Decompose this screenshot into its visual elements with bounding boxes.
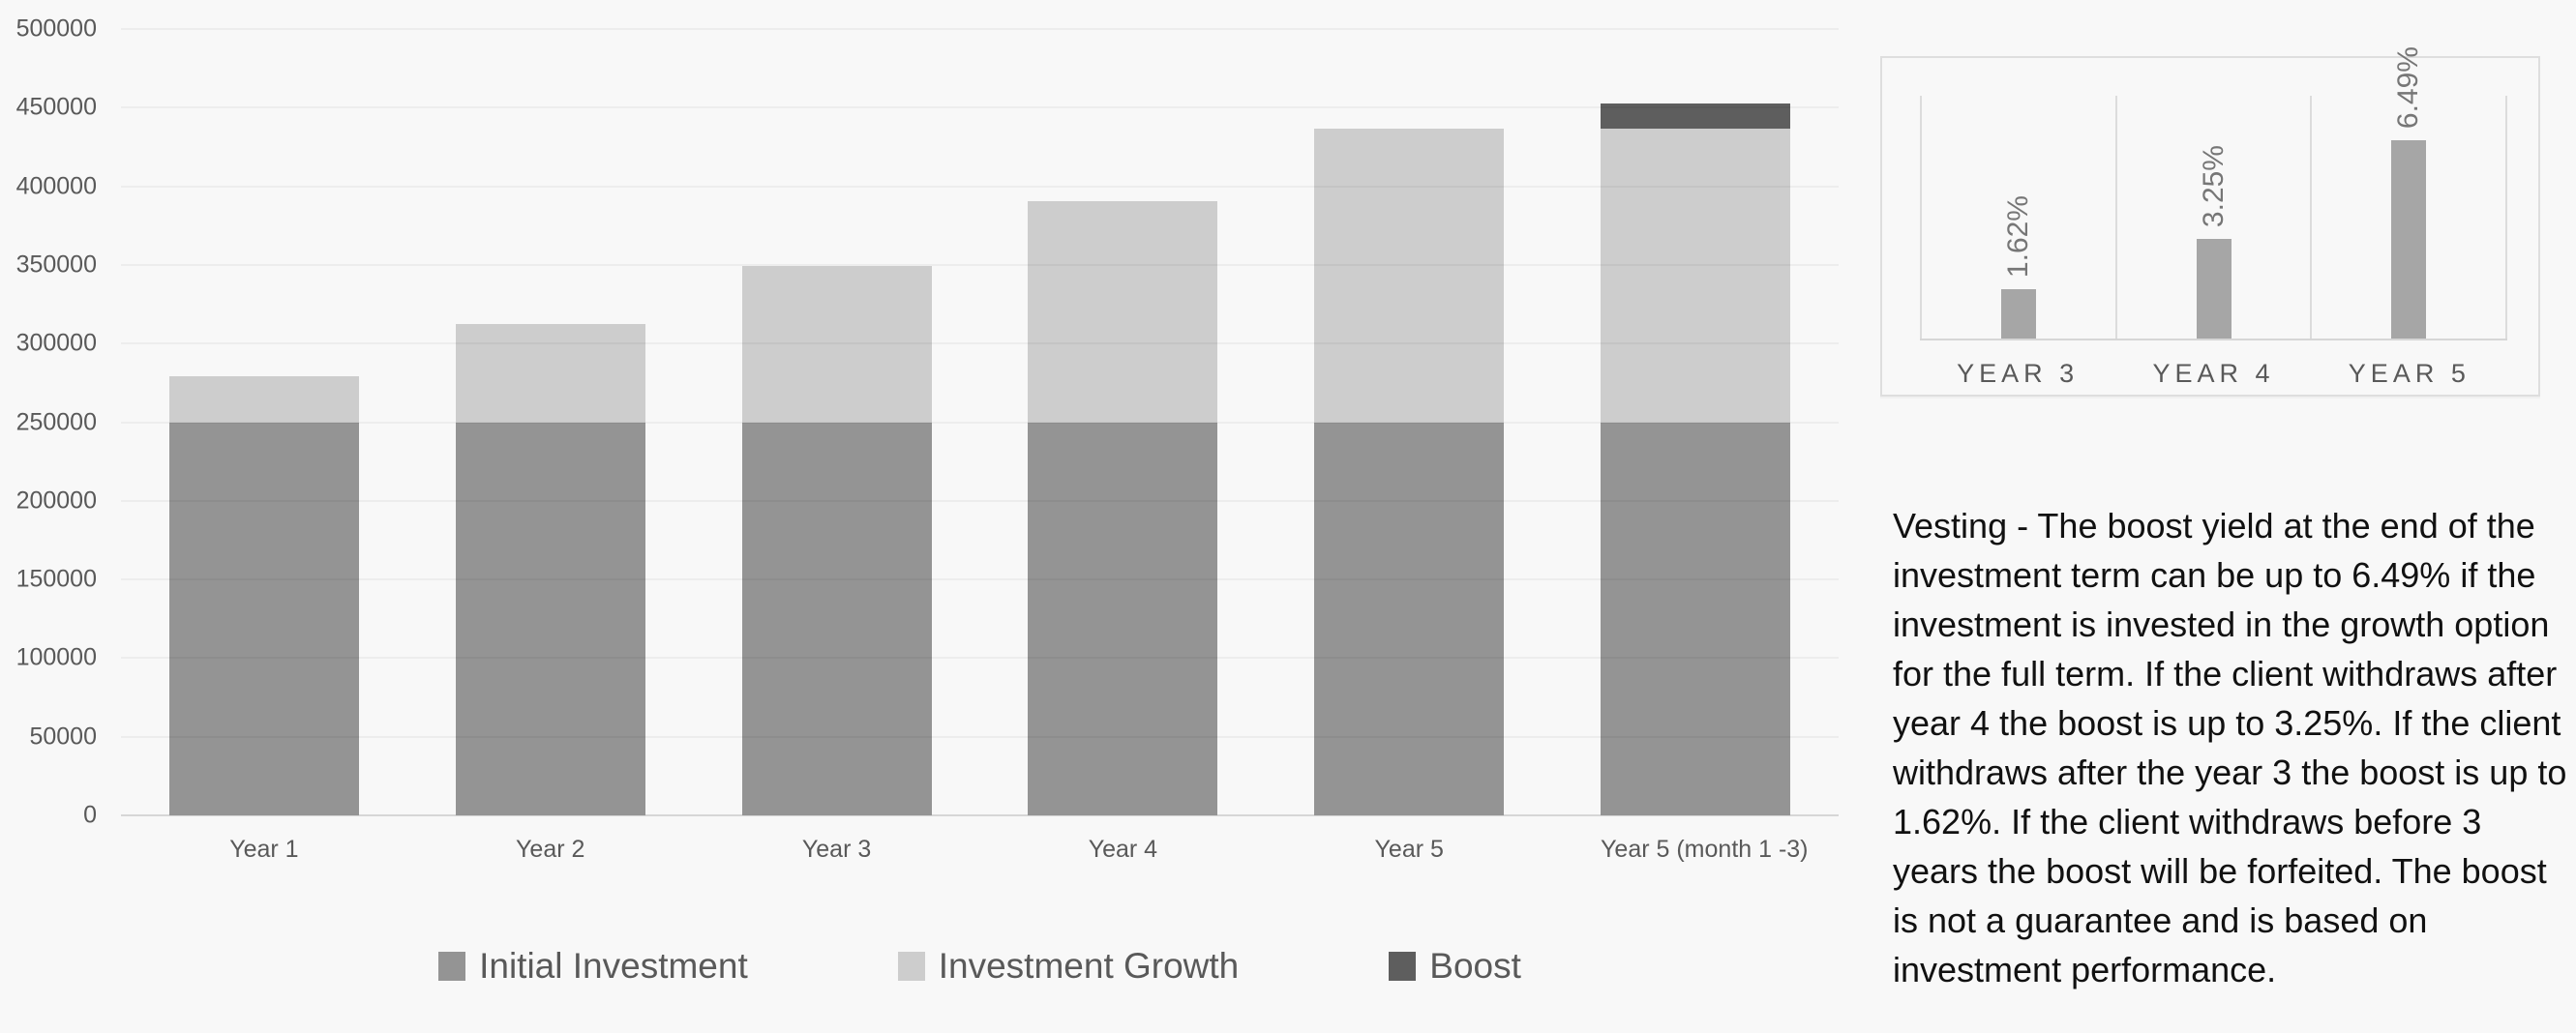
legend-item-boost: Boost — [1389, 946, 1521, 987]
mini-data-label-year-5: 6.49% — [2392, 45, 2425, 129]
x-axis-label-year-3: Year 3 — [801, 836, 872, 863]
segment-investment-growth — [1028, 201, 1218, 423]
legend: Initial Investment Investment Growth Boost — [121, 946, 1839, 987]
gridline-350000 — [121, 263, 1839, 266]
mini-data-label-year-3: 1.62% — [2001, 194, 2034, 278]
mini-category-label-year-5: YEAR 5 — [2348, 359, 2471, 388]
legend-item-investment-growth: Investment Growth — [897, 946, 1240, 987]
legend-swatch-investment-growth — [897, 952, 925, 981]
segment-initial-investment — [1028, 422, 1218, 815]
y-tick-label-0: 0 — [83, 801, 97, 829]
gridline-500000 — [121, 28, 1839, 30]
segment-initial-investment — [168, 422, 359, 815]
x-axis-labels: Year 1 Year 2 Year 3 Year 4 Year 5 Year 5 (mo… — [121, 836, 1839, 864]
mini-panel-year-3: 1.62% — [1920, 96, 2115, 339]
legend-item-initial-investment: Initial Investment — [438, 946, 748, 987]
y-tick-label-350000: 350000 — [15, 251, 97, 279]
segment-initial-investment — [455, 422, 645, 815]
segment-investment-growth — [1314, 129, 1505, 423]
gridline-150000 — [121, 578, 1839, 581]
segment-investment-growth — [741, 266, 932, 423]
mini-data-label-year-4: 3.25% — [2197, 144, 2230, 227]
y-tick-label-450000: 450000 — [15, 93, 97, 121]
legend-swatch-initial-investment — [438, 952, 466, 981]
x-axis-line — [121, 814, 1839, 816]
x-axis-label-year-4: Year 4 — [1088, 836, 1158, 863]
segment-investment-growth — [1601, 129, 1791, 423]
bar-year-5-month-1-3 — [1601, 103, 1791, 815]
x-axis-label-year-1: Year 1 — [229, 836, 299, 863]
main-plot-area — [121, 28, 1839, 816]
mini-panel-year-4: 3.25% — [2114, 96, 2311, 339]
mini-category-labels: YEAR 3 YEAR 4 YEAR 5 — [1920, 359, 2507, 389]
segment-investment-growth — [455, 323, 645, 423]
segment-boost — [1601, 103, 1791, 130]
bar-year-2 — [455, 323, 645, 815]
y-tick-label-50000: 50000 — [29, 723, 97, 751]
x-axis-label-year-5-month-1-3: Year 5 (month 1 -3) — [1601, 836, 1809, 863]
mini-category-label-year-3: YEAR 3 — [1957, 359, 2080, 388]
bars-container — [121, 29, 1839, 815]
legend-label-boost: Boost — [1429, 946, 1521, 986]
gridline-50000 — [121, 735, 1839, 738]
y-tick-label-500000: 500000 — [15, 15, 97, 43]
y-tick-label-150000: 150000 — [15, 565, 97, 593]
gridline-100000 — [121, 657, 1839, 660]
bar-year-3 — [741, 266, 932, 815]
segment-initial-investment — [1601, 422, 1791, 815]
mini-bar-year-5 — [2391, 140, 2427, 339]
y-axis-labels: 0 50000 100000 150000 200000 250000 300000 3500… — [0, 15, 97, 829]
bar-year-5 — [1314, 129, 1505, 815]
mini-bar-year-3 — [2000, 289, 2036, 339]
x-axis-label-year-5: Year 5 — [1374, 836, 1444, 863]
x-axis-label-year-2: Year 2 — [516, 836, 585, 863]
mini-category-label-year-4: YEAR 4 — [2152, 359, 2275, 388]
boost-yield-mini-chart: 1.62% 3.25% 6.49% YEAR 3 YEAR 4 YEAR 5 — [1880, 46, 2540, 397]
y-tick-label-300000: 300000 — [15, 329, 97, 357]
legend-label-initial-investment: Initial Investment — [479, 946, 748, 986]
gridline-250000 — [121, 421, 1839, 424]
gridline-300000 — [121, 342, 1839, 345]
segment-initial-investment — [741, 422, 932, 815]
bar-year-4 — [1028, 201, 1218, 815]
legend-swatch-boost — [1389, 952, 1417, 981]
gridline-200000 — [121, 499, 1839, 502]
segment-initial-investment — [1314, 422, 1505, 815]
y-tick-label-400000: 400000 — [15, 172, 97, 200]
y-tick-label-250000: 250000 — [15, 408, 97, 435]
legend-label-investment-growth: Investment Growth — [938, 946, 1240, 986]
bar-year-1 — [168, 375, 359, 815]
mini-bar-year-4 — [2196, 239, 2232, 339]
gridline-450000 — [121, 106, 1839, 109]
segment-investment-growth — [168, 375, 359, 423]
vesting-paragraph: Vesting - The boost yield at the end of … — [1893, 506, 2567, 989]
mini-panel-year-5: 6.49% — [2310, 46, 2508, 339]
gridline-400000 — [121, 185, 1839, 188]
y-tick-label-100000: 100000 — [15, 643, 97, 671]
y-tick-label-200000: 200000 — [15, 487, 97, 515]
mini-plot-area: 1.62% 3.25% 6.49% — [1920, 46, 2508, 340]
